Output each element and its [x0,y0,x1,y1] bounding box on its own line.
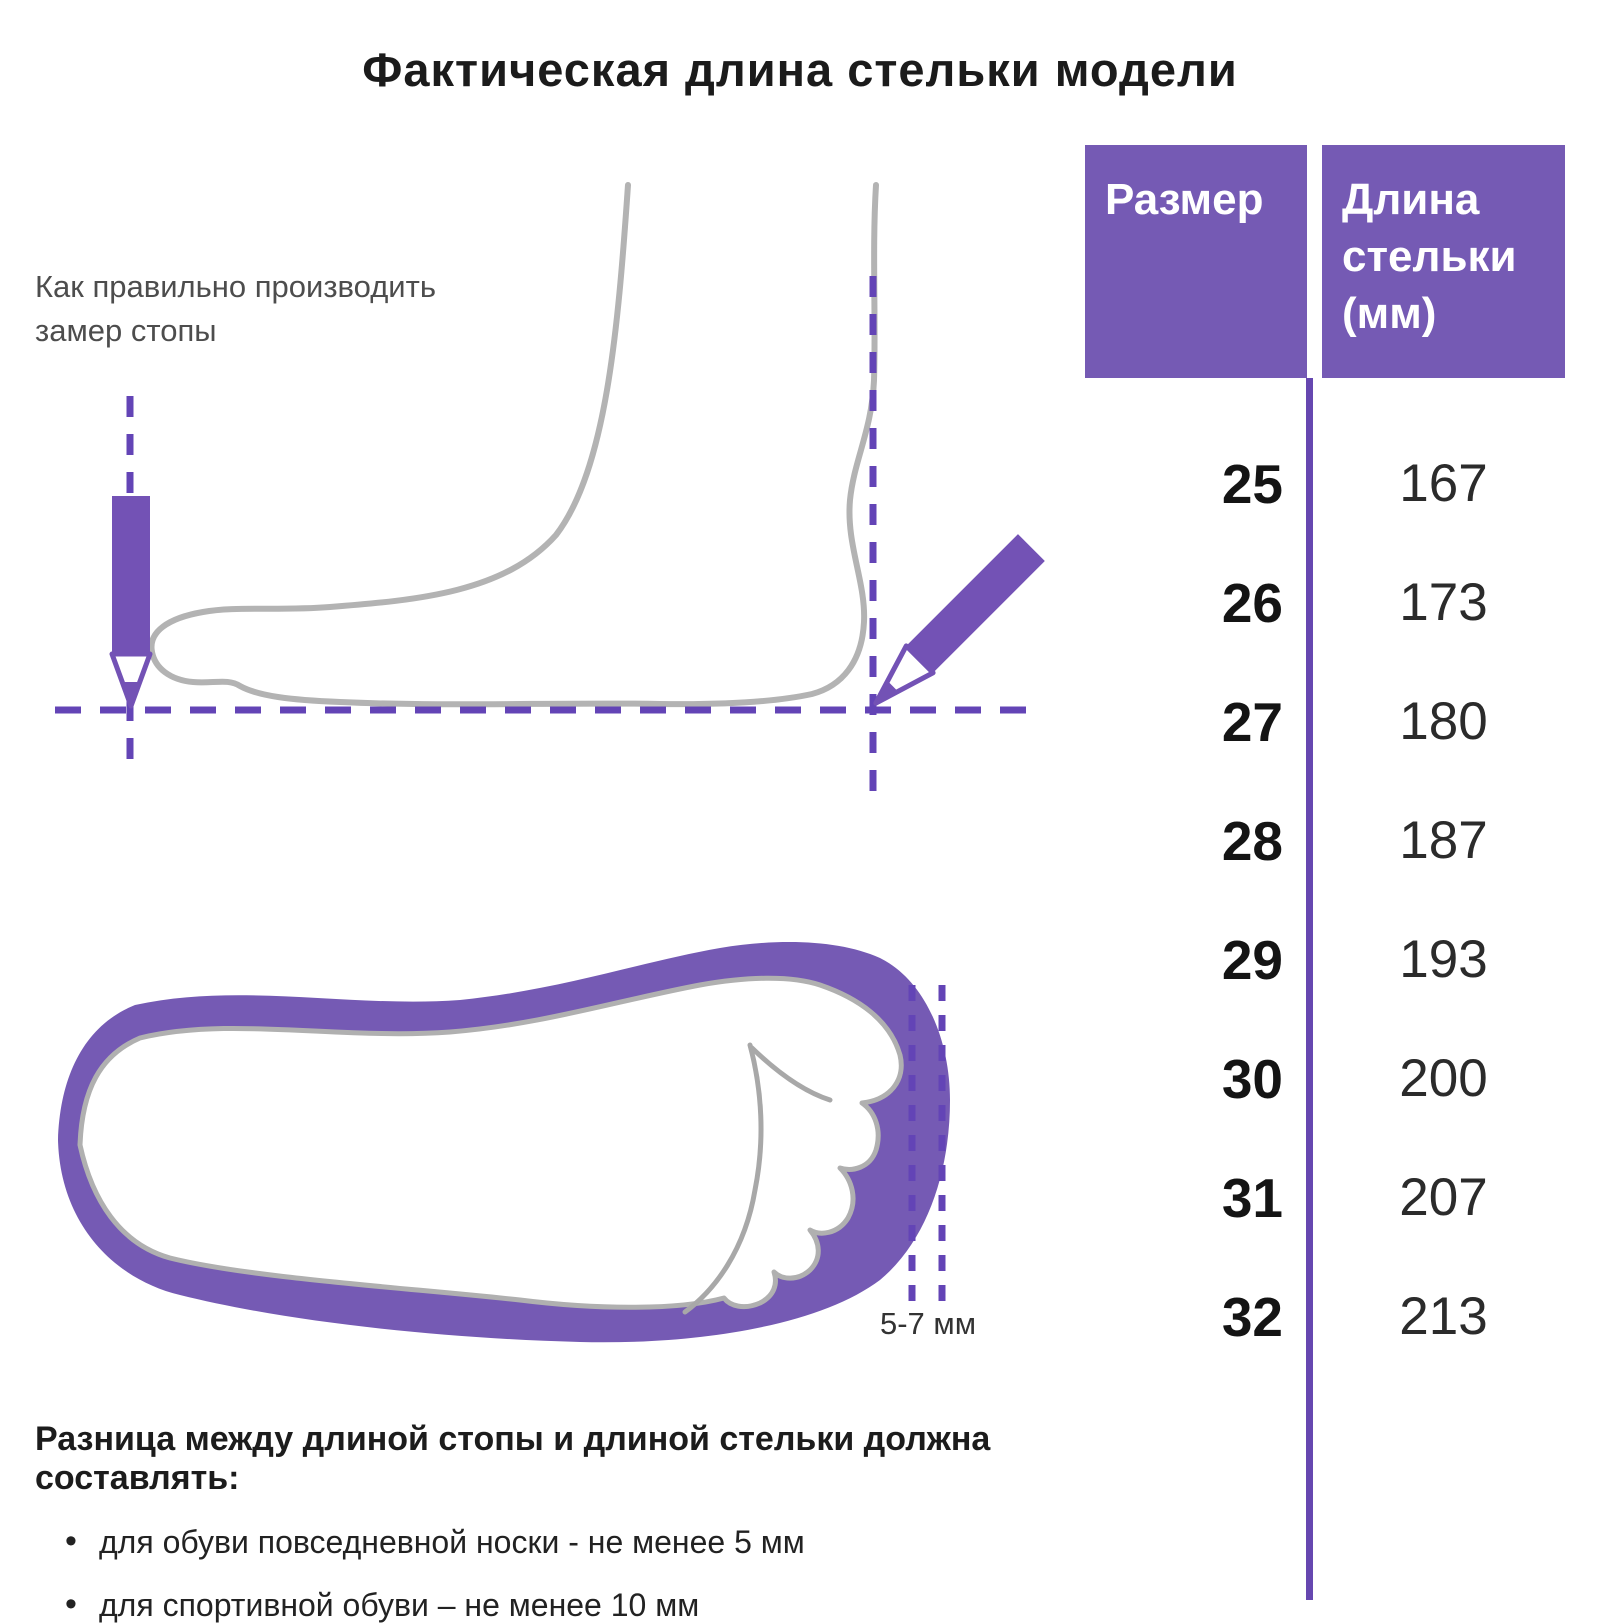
size-value: 29 [1221,928,1283,991]
footnote-heading: Разница между длиной стопы и длиной стел… [35,1420,991,1497]
table-row: 25 167 [1085,424,1565,543]
pencil-icon [109,496,153,709]
size-table: 25 167 26 173 27 180 28 187 29 193 30 20… [1085,424,1565,1376]
length-value: 187 [1399,811,1488,870]
page-title: Фактическая длина стельки модели [362,43,1238,96]
length-value: 207 [1399,1168,1488,1227]
measurement-instruction: Как правильно производить замер стопы [35,265,436,353]
length-value: 193 [1399,930,1488,989]
instruction-line-2: замер стопы [35,313,217,348]
instruction-line-1: Как правильно производить [35,269,436,304]
table-row: 26 173 [1085,543,1565,662]
pencil-icon [873,534,1045,706]
table-row: 30 200 [1085,1019,1565,1138]
length-value: 173 [1399,573,1488,632]
size-value: 28 [1221,809,1283,872]
arch-line [682,1042,764,1315]
footnote-bullet: для спортивной обуви – не менее 10 мм [65,1585,1065,1624]
table-row: 28 187 [1085,781,1565,900]
length-value: 200 [1399,1049,1488,1108]
table-row: 31 207 [1085,1138,1565,1257]
foot-side-view-diagram [55,182,1045,802]
footnote: Разница между длиной стопы и длиной стел… [35,1420,1065,1624]
toe-line [749,1045,833,1103]
size-value: 25 [1221,452,1283,515]
table-header-size: Размер [1085,145,1307,378]
length-value: 167 [1399,454,1488,513]
foot-profile-outline [148,182,879,708]
gap-measure-label: 5-7 мм [879,1306,977,1341]
size-value: 26 [1221,571,1283,634]
length-value: 180 [1399,692,1488,751]
size-value: 31 [1221,1166,1283,1229]
size-value: 32 [1221,1285,1283,1348]
foot-sole-outline [77,975,904,1310]
foot-sole-insole-diagram [58,942,950,1343]
size-value: 30 [1221,1047,1283,1110]
table-row: 32 213 [1085,1257,1565,1376]
table-row: 29 193 [1085,900,1565,1019]
table-row: 27 180 [1085,662,1565,781]
table-column-separator [1306,378,1313,1600]
length-value: 213 [1399,1287,1488,1346]
table-header-insole-length: Длина стельки (мм) [1322,145,1565,378]
footnote-bullet: для обуви повседневной носки - не менее … [65,1522,1065,1561]
size-value: 27 [1221,690,1283,753]
